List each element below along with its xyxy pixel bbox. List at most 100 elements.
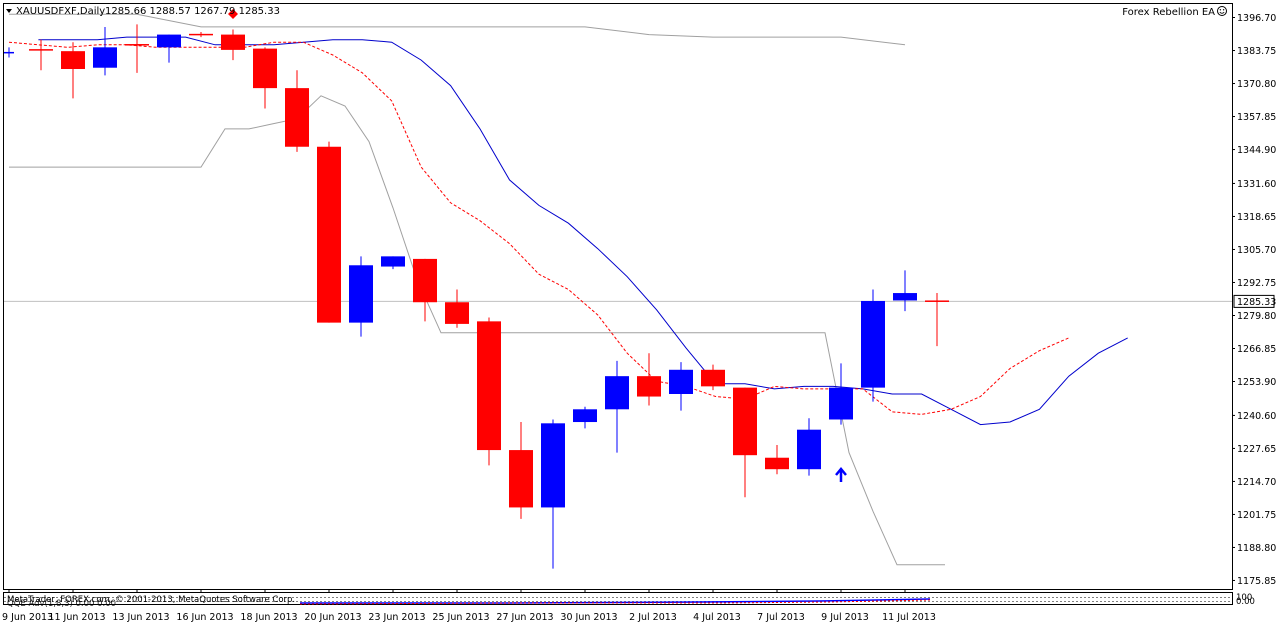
candle-body [61, 51, 85, 69]
candle [4, 47, 14, 58]
y-tick-label: 1305.70 [1237, 245, 1276, 256]
candle-body [701, 369, 725, 387]
y-tick-label: 1214.70 [1237, 477, 1276, 488]
current-price-label: 1285.33 [1237, 297, 1276, 308]
y-tick-label: 1292.75 [1237, 278, 1276, 289]
y-tick-label: 1279.80 [1237, 311, 1276, 322]
candle [349, 256, 373, 337]
symbol-label: XAUUSDFXF,Daily [16, 6, 105, 17]
qqe-signal-line [299, 599, 931, 605]
candle [797, 418, 821, 476]
candle-body [893, 293, 917, 301]
candle-body [797, 429, 821, 470]
candle [29, 39, 53, 71]
x-tick-label: 9 Jun 2013 [2, 612, 53, 623]
y-tick-label: 1266.85 [1237, 344, 1276, 355]
x-tick-label: 4 Jul 2013 [693, 612, 741, 623]
indicator-axis-bottom: 0.00 [1236, 597, 1255, 607]
candle-body [733, 387, 757, 456]
candle [861, 289, 885, 402]
candle-body [413, 258, 437, 303]
candle [829, 363, 853, 425]
candle [285, 70, 309, 152]
candle-body [509, 450, 533, 508]
candle-body [349, 265, 373, 323]
main-chart-frame [3, 3, 1233, 590]
y-tick-label: 1253.90 [1237, 377, 1276, 388]
candle [893, 270, 917, 312]
candle-body [637, 376, 661, 397]
candle-body [221, 34, 245, 50]
y-tick-label: 1318.65 [1237, 212, 1276, 223]
candle-body [669, 369, 693, 394]
candle-body [605, 376, 629, 410]
dropdown-triangle-icon[interactable] [6, 9, 12, 13]
candle [445, 289, 469, 328]
candle-body [829, 387, 853, 420]
candle-body [125, 44, 149, 46]
candle [253, 47, 277, 109]
candle [477, 317, 501, 466]
candle [381, 256, 405, 270]
ma-dashed-line [8, 41, 1069, 415]
buy-arrow-icon [835, 467, 847, 482]
candle-body [4, 51, 14, 54]
candle-body [253, 48, 277, 89]
current-price-badge [1233, 294, 1275, 308]
candle-body [573, 409, 597, 423]
y-tick-label: 1383.75 [1237, 46, 1276, 57]
candle-body [925, 300, 949, 302]
x-tick-label: 7 Jul 2013 [757, 612, 805, 623]
candle-body [541, 423, 565, 508]
candle [413, 258, 437, 322]
y-tick-label: 1396.70 [1237, 13, 1276, 24]
candle-body [317, 146, 341, 323]
candle-body [93, 47, 117, 68]
candle-body [381, 256, 405, 267]
x-tick-label: 23 Jun 2013 [368, 612, 425, 623]
candle [637, 353, 661, 406]
x-tick-label: 16 Jun 2013 [176, 612, 233, 623]
candle [61, 42, 85, 99]
candle [605, 360, 629, 453]
ma-solid-line [38, 36, 1128, 426]
candle [189, 32, 213, 38]
candle-body [189, 33, 213, 36]
y-tick-label: 1188.80 [1237, 543, 1276, 554]
indicator-axis-top: 100 [1236, 593, 1252, 603]
candle [925, 293, 949, 347]
ea-label: Forex Rebellion EA [1122, 7, 1215, 18]
x-tick-label: 27 Jun 2013 [496, 612, 553, 623]
x-tick-label: 11 Jun 2013 [48, 612, 105, 623]
y-tick-label: 1175.85 [1237, 576, 1276, 587]
candle-body [157, 34, 181, 48]
y-tick-label: 1370.80 [1237, 79, 1276, 90]
candle-body [445, 302, 469, 324]
candle [509, 422, 533, 519]
x-tick-label: 20 Jun 2013 [304, 612, 361, 623]
candle-body [29, 49, 53, 51]
y-tick-label: 1201.75 [1237, 510, 1276, 521]
smiley-icon [1217, 6, 1227, 16]
indicator-copyright: MetaTrader, FOREX.com, © 2001-2013, Meta… [7, 595, 295, 605]
candle [125, 24, 149, 73]
envelope-upper-line [9, 13, 906, 46]
x-tick-label: 13 Jun 2013 [112, 612, 169, 623]
x-tick-label: 30 Jun 2013 [560, 612, 617, 623]
x-tick-label: 25 Jun 2013 [432, 612, 489, 623]
candle [221, 29, 245, 61]
candle [93, 26, 117, 76]
candle [573, 406, 597, 429]
y-tick-label: 1240.60 [1237, 411, 1276, 422]
candle-body [765, 457, 789, 470]
y-tick-label: 1331.60 [1237, 179, 1276, 190]
indicator-label: QQE Adv(1,8,3) 0.00 0.00 [7, 599, 116, 609]
candle-body [861, 300, 885, 388]
candle [765, 444, 789, 475]
y-tick-label: 1357.85 [1237, 112, 1276, 123]
x-tick-label: 11 Jul 2013 [882, 612, 936, 623]
candle [157, 34, 181, 63]
y-tick-label: 1344.90 [1237, 145, 1276, 156]
